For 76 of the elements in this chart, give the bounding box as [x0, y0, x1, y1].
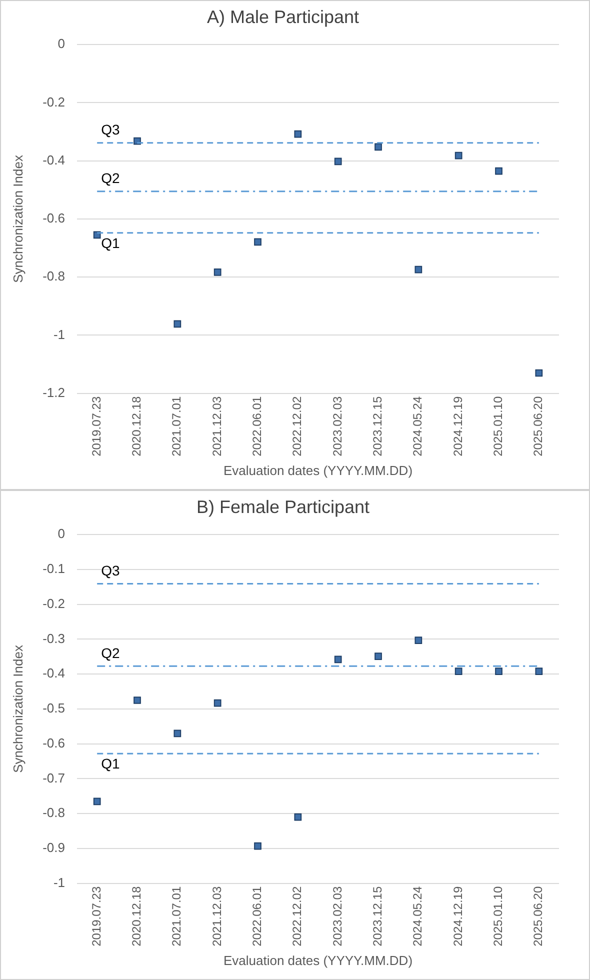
y-tick-label: -0.9: [42, 840, 65, 856]
x-tick-label: 2025.06.20: [531, 396, 546, 456]
x-tick-label: 2024.05.24: [410, 396, 425, 456]
ref-line-label: Q2: [101, 644, 120, 661]
point: [174, 320, 182, 328]
x-tick-label: 2019.07.23: [89, 886, 104, 946]
x-tick-label: 2021.07.01: [170, 886, 184, 946]
x-tick-label: 2020.12.18: [130, 886, 144, 946]
x-tick-label: 2021.07.01: [170, 396, 184, 456]
ref-line-label: Q1: [101, 234, 120, 251]
x-tick-label: 2023.02.03: [330, 886, 344, 946]
point: [294, 130, 302, 138]
point: [535, 369, 543, 377]
x-tick-label: 2025.06.20: [531, 886, 546, 946]
y-tick-label: -0.7: [42, 770, 65, 786]
x-tick-label: 2022.06.01: [250, 396, 264, 456]
point: [535, 668, 543, 675]
y-tick-label: -0.6: [42, 735, 65, 750]
chart-title: A) Male Participant: [206, 6, 360, 27]
point: [134, 696, 141, 704]
x-tick-label: 2022.06.01: [250, 886, 264, 946]
y-tick-label: -0.8: [42, 805, 65, 820]
point: [294, 813, 302, 821]
chart-title: B) Female Participant: [196, 496, 370, 517]
x-tick-label: 2023.02.03: [330, 396, 344, 456]
point: [374, 143, 382, 151]
x-axis-title: Evaluation dates (YYYY.MM.DD): [223, 462, 413, 478]
point: [414, 636, 422, 644]
point: [374, 652, 382, 660]
ref-line-label: Q3: [101, 122, 120, 138]
x-tick-label: 2021.12.03: [210, 886, 224, 946]
y-tick-label: -1: [53, 326, 65, 342]
point: [214, 268, 222, 276]
y-tick-label: -0.6: [42, 210, 65, 226]
y-tick-label: -0.2: [42, 94, 65, 110]
point: [214, 699, 222, 707]
y-tick-label: 0: [58, 36, 65, 52]
y-tick-label: -1: [53, 874, 65, 890]
ref-line-label: Q2: [101, 170, 120, 186]
x-axis-title: Evaluation dates (YYYY.MM.DD): [223, 952, 413, 968]
point: [174, 730, 182, 738]
x-tick-label: 2019.07.23: [89, 396, 104, 456]
point: [254, 842, 262, 850]
y-tick-label: -0.8: [42, 268, 65, 284]
point: [454, 152, 462, 160]
x-tick-label: 2025.01.10: [491, 886, 506, 946]
y-tick-label: -0.4: [42, 152, 65, 168]
y-tick-label: 0: [58, 526, 65, 542]
point: [334, 158, 342, 166]
y-tick-label: -0.1: [42, 561, 65, 576]
x-tick-label: 2020.12.18: [130, 396, 144, 456]
point: [254, 238, 262, 246]
y-axis-title: Synchronization Index: [10, 644, 26, 773]
y-axis-title: Synchronization Index: [10, 154, 26, 283]
ref-line-label: Q1: [101, 755, 120, 772]
x-tick-label: 2023.12.15: [370, 396, 385, 456]
x-tick-label: 2024.05.24: [410, 886, 425, 946]
y-tick-label: -0.5: [42, 700, 65, 716]
y-tick-label: -0.3: [42, 630, 65, 646]
x-tick-label: 2022.12.02: [290, 886, 304, 946]
point: [495, 167, 502, 175]
y-tick-label: -0.2: [42, 596, 65, 611]
x-tick-label: 2024.12.19: [450, 886, 465, 946]
ref-line-label: Q3: [101, 562, 120, 579]
point: [334, 656, 342, 664]
point: [414, 266, 422, 274]
point: [93, 798, 101, 806]
x-tick-label: 2023.12.15: [370, 886, 385, 946]
y-tick-label: -0.4: [42, 666, 65, 681]
x-tick-label: 2022.12.02: [290, 396, 304, 456]
y-tick-label: -1.2: [42, 384, 65, 400]
x-tick-label: 2025.01.10: [491, 396, 506, 456]
point: [454, 668, 462, 675]
point: [495, 668, 502, 675]
x-tick-label: 2024.12.19: [450, 396, 465, 456]
x-tick-label: 2021.12.03: [210, 396, 224, 456]
